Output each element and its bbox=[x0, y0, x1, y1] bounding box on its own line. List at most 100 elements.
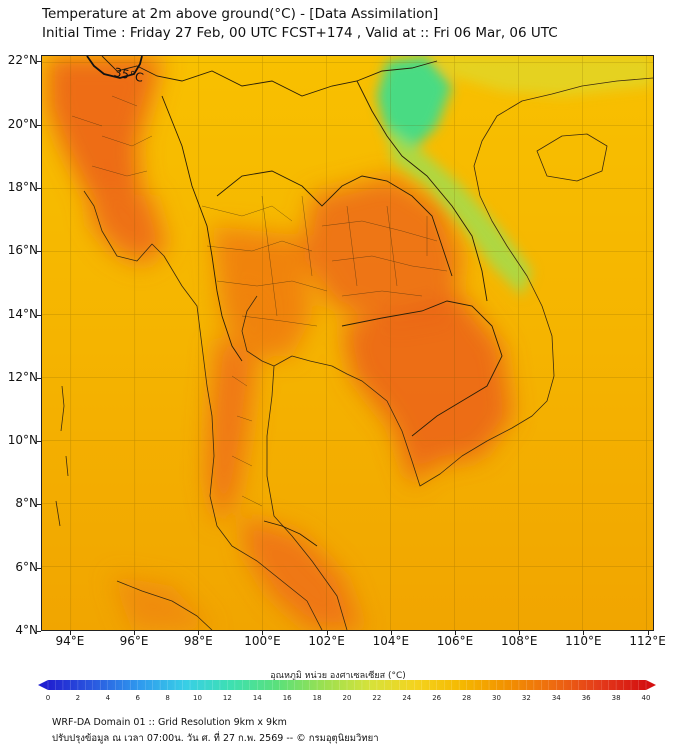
hot-regions bbox=[47, 56, 512, 630]
lon-tick bbox=[262, 631, 264, 635]
lat-tick bbox=[37, 504, 41, 506]
lon-tick bbox=[519, 631, 521, 635]
colorbar-tick-label: 28 bbox=[462, 694, 472, 702]
coastlines bbox=[55, 77, 653, 630]
border-china bbox=[101, 56, 438, 97]
lon-label: 100°E bbox=[244, 634, 281, 648]
lon-tick bbox=[583, 631, 585, 635]
lon-tick bbox=[390, 631, 392, 635]
lat-tick bbox=[37, 441, 41, 443]
colorbar bbox=[38, 680, 656, 690]
lon-label: 104°E bbox=[372, 634, 410, 648]
lat-tick bbox=[37, 251, 41, 253]
lon-label: 102°E bbox=[308, 634, 345, 648]
lat-label: 4°N bbox=[15, 623, 38, 637]
lon-label: 110°E bbox=[565, 634, 602, 648]
colorbar-tick-label: 8 bbox=[165, 694, 170, 702]
contour-35c bbox=[86, 56, 143, 79]
contour-label-35c: 35°C bbox=[113, 65, 145, 85]
coastline-mainland bbox=[83, 77, 653, 630]
lon-tick bbox=[326, 631, 328, 635]
lon-tick bbox=[69, 631, 71, 635]
lat-tick bbox=[37, 187, 41, 189]
lon-tick bbox=[647, 631, 649, 635]
map-canvas: 35°C bbox=[42, 56, 653, 630]
lat-tick bbox=[37, 631, 41, 632]
colorbar-tick-label: 24 bbox=[402, 694, 412, 702]
border-myanmar-thailand bbox=[161, 95, 243, 362]
lat-tick bbox=[37, 567, 41, 569]
lat-label: 16°N bbox=[7, 243, 38, 258]
hot-region-peninsula bbox=[242, 516, 362, 630]
colorbar-tick-label: 40 bbox=[641, 694, 651, 702]
lat-label: 22°N bbox=[7, 53, 38, 68]
lat-tick bbox=[37, 314, 41, 316]
hot-region-northeast-thailand bbox=[302, 176, 462, 326]
lon-label: 98°E bbox=[183, 634, 213, 648]
coastline-hainan bbox=[536, 133, 608, 182]
colorbar-tick-label: 2 bbox=[75, 694, 81, 702]
lat-label: 8°N bbox=[15, 496, 38, 511]
graticule bbox=[42, 56, 653, 630]
cool-region-northern-vietnam bbox=[377, 56, 452, 151]
lon-tick bbox=[198, 631, 200, 635]
lat-label: 10°N bbox=[7, 433, 38, 448]
hot-region-sumatra-north bbox=[112, 576, 212, 630]
colorbar-tick-label: 22 bbox=[372, 694, 382, 702]
colorbar-tick-label: 38 bbox=[611, 694, 621, 702]
colorbar-tick-label: 20 bbox=[342, 694, 352, 702]
lat-label: 20°N bbox=[7, 116, 38, 131]
lon-label: 112°E bbox=[629, 634, 666, 648]
lat-tick bbox=[37, 377, 41, 379]
lon-tick bbox=[134, 631, 136, 635]
lon-label: 94°E bbox=[55, 634, 85, 648]
coastline-andaman-islands bbox=[55, 385, 69, 527]
hot-region-tenasserim bbox=[207, 336, 257, 526]
hot-region-myanmar-coast bbox=[87, 186, 167, 266]
cool-regions bbox=[377, 56, 653, 296]
lon-tick bbox=[455, 631, 457, 635]
lon-label: 108°E bbox=[500, 634, 538, 648]
country-borders bbox=[101, 56, 503, 547]
colorbar-tick-label: 30 bbox=[492, 694, 501, 702]
colorbar-tick-label: 12 bbox=[222, 694, 232, 702]
colorbar-tick-label: 0 bbox=[45, 694, 51, 702]
colorbar-tick-label: 16 bbox=[282, 694, 292, 702]
coastline-sumatra bbox=[116, 580, 213, 630]
temperature-map: 35°C bbox=[41, 55, 654, 631]
border-thailand-malaysia bbox=[263, 520, 318, 547]
lat-tick bbox=[37, 124, 41, 126]
colorbar-tick-label: 6 bbox=[135, 694, 140, 702]
cool-region-south-china bbox=[432, 56, 653, 96]
colorbar-tick-label: 18 bbox=[312, 694, 322, 702]
chart-subtitle: Initial Time : Friday 27 Feb, 00 UTC FCS… bbox=[42, 25, 558, 41]
colorbar-max-arrow bbox=[646, 680, 656, 690]
colorbar-tick-label: 36 bbox=[581, 694, 591, 702]
hot-region-cambodia bbox=[342, 296, 512, 486]
border-laos-thailand bbox=[216, 170, 453, 277]
lat-label: 6°N bbox=[15, 559, 38, 574]
lat-label: 18°N bbox=[7, 179, 38, 194]
colorbar-tick-label: 26 bbox=[432, 694, 442, 702]
lon-label: 106°E bbox=[436, 634, 474, 648]
chart-title: Temperature at 2m above ground(°C) - [Da… bbox=[42, 6, 439, 22]
cool-region-laos-vietnam-mountains bbox=[387, 126, 532, 296]
hot-region-south-myanmar bbox=[222, 286, 272, 366]
colorbar-min-arrow bbox=[38, 680, 48, 690]
lat-label: 12°N bbox=[7, 369, 38, 384]
lat-label: 14°N bbox=[7, 306, 38, 321]
colorbar-tick-label: 32 bbox=[521, 694, 531, 702]
border-laos-vietnam bbox=[356, 80, 488, 302]
lon-label: 96°E bbox=[119, 634, 149, 648]
coastline-gulf-west bbox=[241, 295, 275, 367]
province-borders bbox=[71, 95, 448, 507]
colorbar-label: อุณหภูมิ หน่วย องศาเซลเซียส (°C) bbox=[270, 671, 406, 681]
colorbar-tick-label: 34 bbox=[551, 694, 561, 702]
colorbar-tick-label: 10 bbox=[193, 694, 202, 702]
border-cambodia bbox=[341, 300, 503, 437]
lat-tick bbox=[37, 61, 41, 63]
colorbar-tick-label: 4 bbox=[105, 694, 111, 702]
footer-model-info: WRF-DA Domain 01 :: Grid Resolution 9km … bbox=[52, 717, 287, 728]
footer-update-info: ปรับปรุงข้อมูล ณ เวลา 07:00น. วัน ศ. ที่… bbox=[52, 733, 379, 744]
colorbar-tick-label: 14 bbox=[252, 694, 262, 702]
